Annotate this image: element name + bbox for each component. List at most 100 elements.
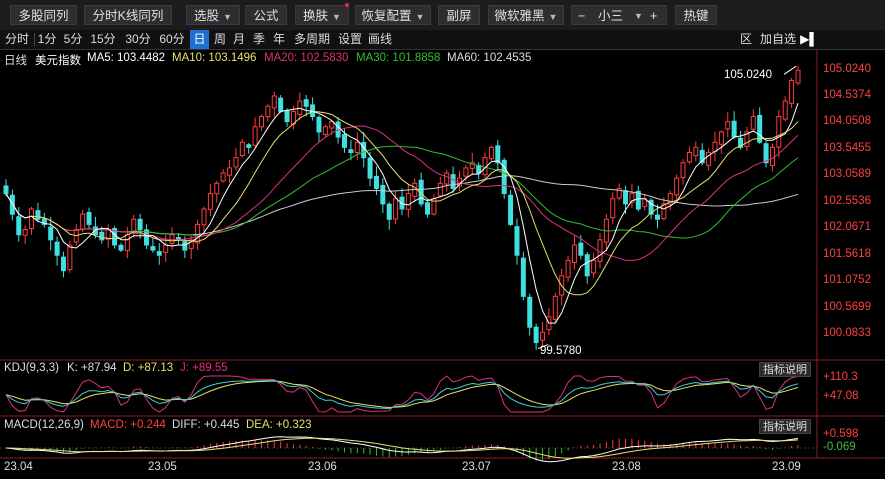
price-tick: 104.5374	[823, 89, 871, 101]
candle-body	[188, 239, 194, 250]
candle-body	[405, 193, 411, 210]
multi-stock-button[interactable]: 多股同列	[10, 5, 77, 25]
ma20-line	[5, 125, 799, 261]
candle-body	[284, 110, 290, 123]
period-tab-daily[interactable]: 日	[190, 30, 209, 49]
kdj-d-value: D: +87.13	[123, 362, 174, 374]
select-stock-dropdown[interactable]: 选股 ▼	[186, 5, 240, 25]
ma60-value: MA60: 102.4535	[447, 52, 532, 64]
macd-dea-value: DEA: +0.323	[246, 419, 312, 431]
candle-body	[54, 241, 60, 256]
candle-body	[584, 254, 590, 277]
candle-body	[591, 259, 597, 274]
formula-button[interactable]: 公式	[245, 5, 287, 25]
macd-diff-value: DIFF: +0.445	[172, 419, 240, 431]
candle-body	[22, 229, 28, 236]
candle-body	[718, 131, 724, 145]
notification-dot-icon	[345, 3, 349, 7]
price-tick: 104.0508	[823, 115, 871, 127]
candle-body	[265, 105, 271, 118]
candle-body	[207, 193, 213, 210]
candle-body	[686, 151, 692, 163]
period-tab[interactable]: 5分	[63, 32, 83, 46]
period-tab[interactable]: 季	[252, 32, 265, 46]
candle-body	[680, 162, 686, 179]
period-tab[interactable]: 周	[213, 32, 226, 46]
macd-axis-bottom: -0.069	[823, 441, 856, 453]
intraday-kline-button[interactable]: 分时K线同列	[84, 5, 172, 25]
candle-body	[239, 141, 245, 157]
candle-body	[16, 216, 22, 236]
candle-body	[610, 198, 616, 219]
add-favorite-button[interactable]: 加自选	[759, 32, 796, 46]
candle-body	[201, 208, 207, 226]
candle-body	[750, 116, 756, 130]
candle-body	[131, 218, 137, 233]
candle-body	[661, 203, 667, 220]
candle-body	[60, 256, 66, 272]
candle-body	[214, 182, 220, 195]
candle-body	[623, 190, 629, 205]
period-tab[interactable]: 1分	[37, 32, 57, 46]
top-toolbar: 多股同列 分时K线同列 选股 ▼ 公式 换肤 ▼ 恢复配置 ▼ 副屏 微软雅黑 ▼ − …	[0, 0, 885, 31]
candle-body	[399, 196, 405, 210]
candle-body	[738, 137, 744, 148]
candle-body	[789, 80, 795, 104]
settings-tab[interactable]: 设置	[337, 32, 362, 46]
period-tab[interactable]: 15分	[90, 32, 116, 46]
date-tick: 23.06	[308, 461, 337, 473]
draw-line-tab[interactable]: 画线	[367, 32, 392, 46]
candle-body	[469, 162, 475, 169]
font-size-plus-button[interactable]: +	[650, 9, 658, 23]
kdj-j-value: J: +89.55	[180, 362, 228, 374]
restore-config-dropdown[interactable]: 恢复配置 ▼	[355, 5, 431, 25]
kdj-k-line	[5, 379, 799, 410]
period-tab[interactable]: 月	[232, 32, 245, 46]
select-stock-label: 选股	[194, 9, 220, 23]
candle-body	[757, 114, 763, 143]
skin-dropdown[interactable]: 换肤 ▼	[295, 3, 349, 25]
candle-body	[137, 218, 143, 231]
candle-body	[367, 157, 373, 179]
date-tick: 23.08	[612, 461, 641, 473]
chevron-down-icon[interactable]: ▼	[634, 11, 643, 21]
candle-body	[163, 244, 169, 253]
candle-body	[731, 120, 737, 138]
collapse-panel-icon[interactable]: ▶▌	[800, 32, 818, 46]
sub-screen-button[interactable]: 副屏	[438, 5, 480, 25]
price-tick: 100.5699	[823, 301, 871, 313]
high-annotation: 105.0240	[724, 69, 772, 81]
hotkey-button[interactable]: 热键	[675, 5, 717, 25]
font-dropdown[interactable]: 微软雅黑 ▼	[488, 5, 564, 25]
candle-body	[578, 242, 584, 256]
district-button[interactable]: 区	[739, 32, 752, 46]
ma10-line	[5, 110, 799, 296]
period-tab[interactable]: 分时	[4, 32, 29, 46]
candle-body	[41, 218, 47, 225]
candle-body	[463, 167, 469, 177]
candle-body	[501, 159, 507, 195]
period-tab-multi[interactable]: 多周期	[293, 32, 330, 46]
price-tick: 100.0833	[823, 327, 871, 339]
candle-body	[552, 295, 558, 320]
period-tab[interactable]: 年	[272, 32, 285, 46]
period-tab[interactable]: 30分	[125, 32, 151, 46]
macd-axis-top: +0.598	[823, 428, 859, 440]
candle-body	[297, 100, 303, 115]
candle-body	[316, 116, 322, 133]
candle-body	[3, 185, 9, 195]
candle-body	[124, 234, 130, 252]
candle-body	[527, 296, 533, 328]
macd-help-button[interactable]: 指标说明	[759, 419, 811, 434]
font-size-minus-button[interactable]: −	[578, 9, 586, 23]
period-tab[interactable]: 60分	[159, 32, 185, 46]
candle-body	[654, 214, 660, 220]
low-annotation: 99.5780	[540, 345, 582, 357]
price-tick: 102.5536	[823, 195, 871, 207]
font-size-control: − 小三 ▼ +	[571, 5, 667, 25]
kdj-help-button[interactable]: 指标说明	[759, 362, 811, 377]
kdj-title: KDJ(9,3,3)	[4, 362, 59, 374]
ma30-line	[5, 145, 799, 239]
candle-body	[220, 172, 226, 182]
